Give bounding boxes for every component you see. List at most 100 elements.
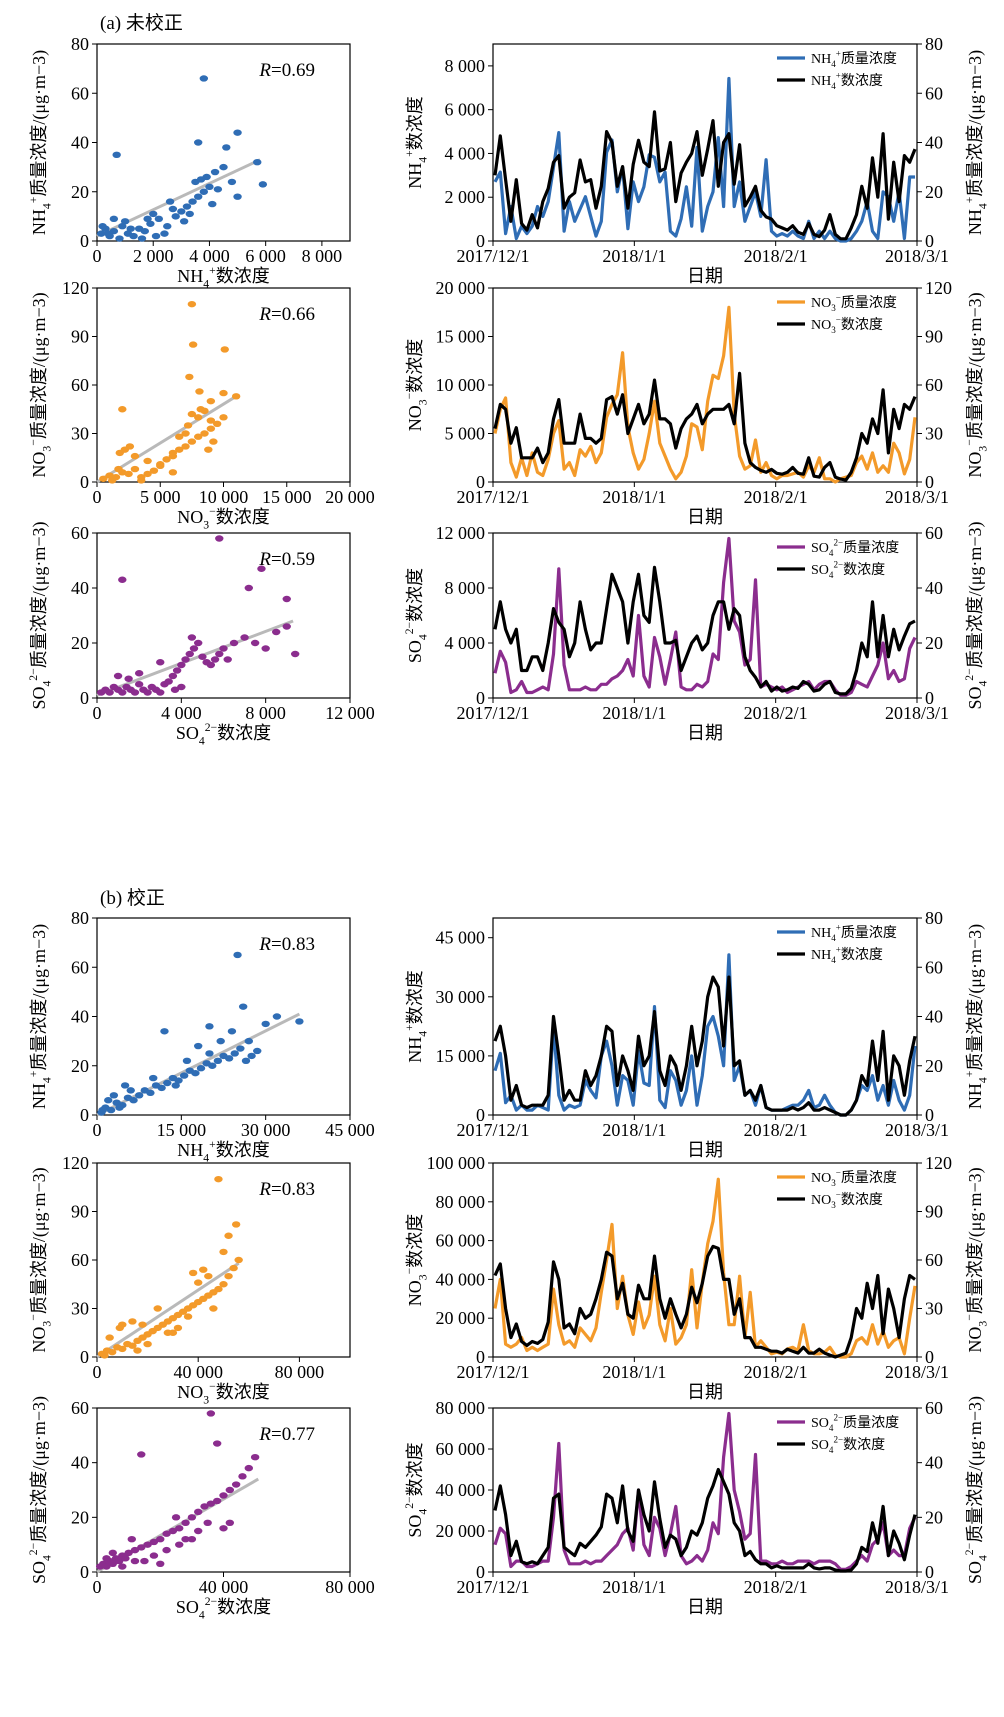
- r-value-label: R=0.69: [258, 60, 315, 81]
- line-panel-b-so4: 0 20 000 40 000 60 000 80 000 0 20 40 60 2017/12/…: [436, 1398, 950, 1617]
- section-a-title: (a) 未校正: [100, 13, 183, 34]
- x-axis-label: 日期: [687, 1382, 723, 1402]
- y2-tick-label: 0: [925, 472, 934, 492]
- scatter-panel-b-no3: 0 30 60 90 120 0 40 000 80 000 R=0.83: [62, 1153, 351, 1382]
- scatter-point: [163, 1329, 173, 1336]
- scatter-point: [185, 650, 194, 658]
- x-tick-label: 80 000: [275, 1362, 325, 1382]
- scatter-point: [189, 645, 199, 652]
- scatter-point: [230, 1050, 239, 1057]
- scatter-panel-a-so4: 0 20 40 60 0 4 000 8 000 12 000 R=0.59: [71, 523, 375, 723]
- scatter-point: [118, 689, 127, 696]
- scatter-point: [194, 639, 203, 647]
- x-axis-label: NO3−数浓度: [177, 505, 269, 532]
- scatter-point: [143, 1340, 152, 1348]
- scatter-point: [231, 1221, 241, 1228]
- x-axis-label: NO3−数浓度: [177, 1380, 269, 1407]
- y2-tick-label: 20: [925, 1056, 943, 1076]
- scatter-point: [206, 661, 216, 669]
- scatter-point: [194, 433, 203, 440]
- scatter-point: [168, 452, 178, 460]
- y2-tick-label: 80: [925, 908, 943, 928]
- scatter-point: [156, 689, 165, 696]
- y2-tick-label: 60: [925, 523, 943, 543]
- y-tick-label: 30: [71, 424, 89, 444]
- y-tick-label: 40: [71, 133, 89, 153]
- number-series-line: [493, 371, 917, 482]
- x-tick-label: 2018/3/1: [885, 1577, 949, 1597]
- y2-tick-label: 40: [925, 1007, 943, 1027]
- y2-tick-label: 40: [925, 1453, 943, 1473]
- y2-axis-label: NH4+质量浓度/(μg·m−3): [963, 50, 990, 235]
- x-tick-label: 2018/2/1: [744, 487, 808, 507]
- scatter-point: [140, 1557, 149, 1565]
- scatter-panel-a-no3: 0 30 60 90 120 0 5 000 10 000 15 000 20 000 R=0.66: [62, 278, 375, 507]
- y2-tick-label: 60: [925, 375, 943, 395]
- y2-tick-label: 0: [925, 688, 934, 708]
- scatter-point: [214, 1285, 223, 1293]
- x-axis-label: 日期: [687, 1597, 723, 1617]
- scatter-point: [196, 406, 205, 413]
- scatter-point: [163, 1079, 172, 1087]
- scatter-point: [181, 430, 190, 437]
- scatter-point: [206, 397, 216, 405]
- scatter-point: [162, 456, 171, 463]
- scatter-point: [199, 1266, 208, 1273]
- scatter-point: [100, 1352, 109, 1359]
- y-tick-label: 60: [71, 83, 89, 103]
- y-tick-label: 20: [71, 182, 89, 202]
- x-tick-label: 2018/3/1: [885, 487, 949, 507]
- y-tick-label: 40: [71, 578, 89, 598]
- x-tick-label: 0: [93, 246, 102, 266]
- scatter-point: [195, 388, 204, 395]
- y-tick-label: 90: [71, 1202, 89, 1222]
- y-tick-label: 20 000: [436, 278, 486, 298]
- y-tick-label: 20 000: [436, 1521, 486, 1541]
- scatter-point: [233, 193, 242, 200]
- scatter-point: [182, 203, 192, 210]
- plot-frame: [96, 532, 351, 699]
- scatter-point: [253, 1047, 262, 1055]
- x-axis-label: NH4+数浓度: [177, 264, 269, 291]
- scatter-point: [225, 1519, 235, 1527]
- number-series-line: [493, 1467, 917, 1573]
- y2-tick-label: 0: [925, 1562, 934, 1582]
- y-tick-label: 80 000: [436, 1192, 486, 1212]
- x-tick-label: 2018/2/1: [744, 1120, 808, 1140]
- scatter-point: [140, 227, 149, 235]
- y-axis-label: NH4+质量浓度/(μg·m−3): [27, 50, 54, 235]
- scatter-point: [120, 218, 130, 225]
- scatter-point: [185, 373, 194, 381]
- scatter-point: [209, 1305, 218, 1312]
- scatter-point: [261, 1020, 270, 1028]
- scatter-point: [179, 1072, 189, 1079]
- legend-label: SO42−数浓度: [811, 1435, 885, 1456]
- r-value-label: R=0.77: [258, 1424, 315, 1445]
- y-tick-label: 90: [71, 327, 89, 347]
- x-tick-label: 2018/3/1: [885, 246, 949, 266]
- y2-axis-label: SO42−质量浓度/(μg·m−3): [963, 1396, 990, 1584]
- scatter-point: [105, 472, 114, 479]
- x-tick-label: 0: [93, 1120, 102, 1140]
- scatter-point: [204, 1272, 213, 1280]
- scatter-point: [250, 639, 260, 647]
- scatter-point: [213, 1057, 223, 1065]
- x-tick-label: 0: [93, 703, 102, 723]
- y-tick-label: 0: [80, 688, 89, 708]
- scatter-point: [124, 470, 133, 478]
- x-tick-label: 2018/2/1: [744, 246, 808, 266]
- y-tick-label: 6 000: [445, 100, 486, 120]
- scatter-point: [137, 1451, 146, 1458]
- legend-label: SO42−质量浓度: [811, 1413, 899, 1434]
- scatter-point: [194, 139, 203, 146]
- number-series-line: [493, 1244, 916, 1359]
- x-tick-label: 2017/12/1: [456, 1120, 529, 1140]
- scatter-point: [107, 477, 117, 484]
- r-value-label: R=0.83: [258, 1179, 315, 1200]
- scatter-point: [156, 1560, 165, 1568]
- scatter-point: [222, 144, 231, 151]
- scatter-point: [205, 1050, 214, 1057]
- scatter-point: [272, 628, 281, 636]
- x-tick-label: 2018/1/1: [602, 1362, 666, 1382]
- scatter-point: [250, 1454, 260, 1461]
